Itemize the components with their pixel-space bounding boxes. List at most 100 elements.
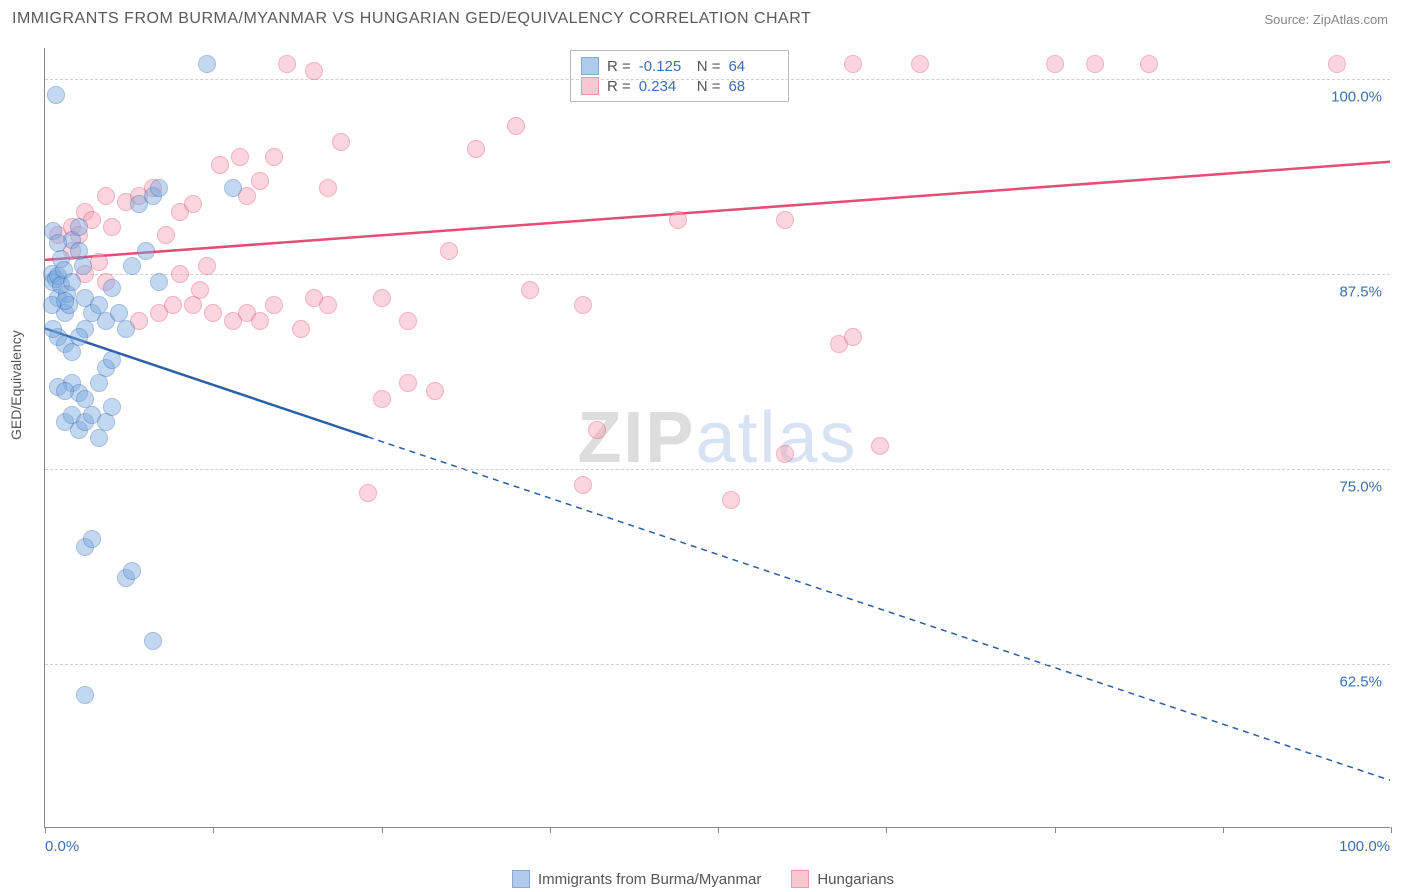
data-point xyxy=(319,179,337,197)
data-point xyxy=(224,179,242,197)
data-point xyxy=(871,437,889,455)
data-point xyxy=(265,296,283,314)
data-point xyxy=(1086,55,1104,73)
data-point xyxy=(844,55,862,73)
data-point xyxy=(1046,55,1064,73)
trend-lines xyxy=(45,48,1390,827)
source-label: Source: ZipAtlas.com xyxy=(1264,12,1388,27)
data-point xyxy=(198,55,216,73)
data-point xyxy=(63,343,81,361)
data-point xyxy=(70,328,88,346)
r-value: -0.125 xyxy=(639,58,689,75)
y-tick-label: 100.0% xyxy=(1331,89,1382,106)
data-point xyxy=(76,686,94,704)
data-point xyxy=(90,429,108,447)
y-tick-label: 75.0% xyxy=(1339,479,1382,496)
data-point xyxy=(97,187,115,205)
data-point xyxy=(211,156,229,174)
x-tick xyxy=(1055,827,1056,833)
legend-label: Immigrants from Burma/Myanmar xyxy=(538,871,761,888)
data-point xyxy=(44,320,62,338)
x-tick xyxy=(1223,827,1224,833)
data-point xyxy=(359,484,377,502)
legend-swatch xyxy=(581,57,599,75)
x-tick xyxy=(1391,827,1392,833)
data-point xyxy=(157,226,175,244)
legend-label: Hungarians xyxy=(817,871,894,888)
data-point xyxy=(123,257,141,275)
data-point xyxy=(117,320,135,338)
bottom-legend: Immigrants from Burma/Myanmar Hungarians xyxy=(0,870,1406,888)
x-tick xyxy=(382,827,383,833)
data-point xyxy=(588,421,606,439)
gridline xyxy=(45,469,1390,470)
data-point xyxy=(103,279,121,297)
data-point xyxy=(63,273,81,291)
data-point xyxy=(123,562,141,580)
watermark: ZIPatlas xyxy=(577,397,857,479)
data-point xyxy=(292,320,310,338)
legend-swatch xyxy=(512,870,530,888)
data-point xyxy=(164,296,182,314)
r-label: R = xyxy=(607,58,631,75)
data-point xyxy=(74,257,92,275)
legend-item: Hungarians xyxy=(791,870,894,888)
data-point xyxy=(305,62,323,80)
data-point xyxy=(251,172,269,190)
data-point xyxy=(776,211,794,229)
gridline xyxy=(45,664,1390,665)
data-point xyxy=(399,374,417,392)
data-point xyxy=(198,257,216,275)
stats-legend-box: R =-0.125N =64R =0.234N =68 xyxy=(570,50,790,102)
data-point xyxy=(319,296,337,314)
gridline xyxy=(45,274,1390,275)
data-point xyxy=(150,273,168,291)
data-point xyxy=(776,445,794,463)
plot-area: ZIPatlas R =-0.125N =64R =0.234N =68 62.… xyxy=(44,48,1390,828)
legend-swatch xyxy=(791,870,809,888)
data-point xyxy=(574,296,592,314)
stats-row: R = -0.125 N = 64 xyxy=(581,56,779,76)
chart-container: IMMIGRANTS FROM BURMA/MYANMAR VS HUNGARI… xyxy=(0,0,1406,892)
x-tick-label-left: 0.0% xyxy=(45,838,79,855)
data-point xyxy=(373,390,391,408)
data-point xyxy=(83,530,101,548)
data-point xyxy=(103,398,121,416)
data-point xyxy=(103,218,121,236)
data-point xyxy=(144,632,162,650)
data-point xyxy=(184,195,202,213)
data-point xyxy=(1328,55,1346,73)
data-point xyxy=(278,55,296,73)
data-point xyxy=(90,374,108,392)
data-point xyxy=(574,476,592,494)
data-point xyxy=(669,211,687,229)
x-tick xyxy=(550,827,551,833)
data-point xyxy=(103,351,121,369)
data-point xyxy=(43,296,61,314)
n-value: 64 xyxy=(728,58,778,75)
x-tick xyxy=(718,827,719,833)
data-point xyxy=(844,328,862,346)
data-point xyxy=(521,281,539,299)
watermark-atlas: atlas xyxy=(695,398,857,478)
x-tick xyxy=(45,827,46,833)
y-tick-label: 62.5% xyxy=(1339,674,1382,691)
data-point xyxy=(440,242,458,260)
data-point xyxy=(137,242,155,260)
x-tick-label-right: 100.0% xyxy=(1339,838,1390,855)
data-point xyxy=(49,234,67,252)
n-label: N = xyxy=(697,58,721,75)
data-point xyxy=(150,179,168,197)
data-point xyxy=(90,253,108,271)
y-tick-label: 87.5% xyxy=(1339,284,1382,301)
data-point xyxy=(332,133,350,151)
data-point xyxy=(171,265,189,283)
x-tick xyxy=(886,827,887,833)
data-point xyxy=(251,312,269,330)
data-point xyxy=(231,148,249,166)
data-point xyxy=(47,86,65,104)
x-tick xyxy=(213,827,214,833)
data-point xyxy=(911,55,929,73)
data-point xyxy=(204,304,222,322)
data-point xyxy=(70,242,88,260)
